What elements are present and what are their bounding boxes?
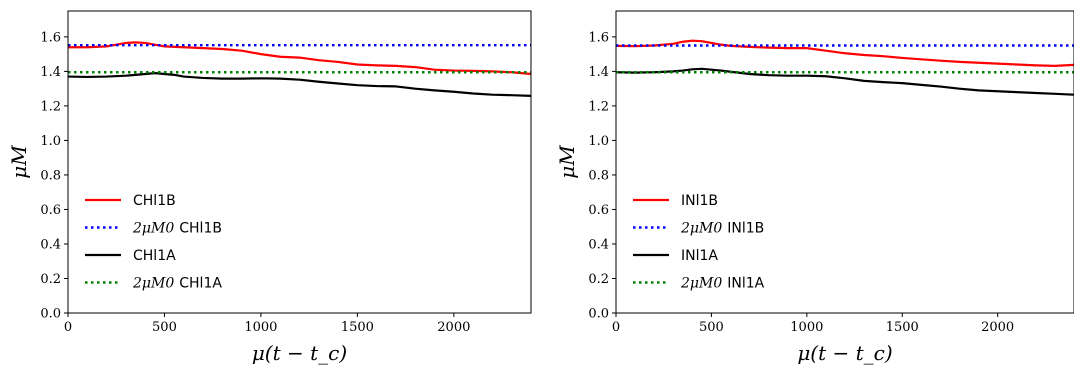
series-group: [616, 39, 1074, 96]
y-tick-label: 0.8: [588, 168, 609, 183]
legend-label: 2μM0 CHl1A: [132, 276, 222, 292]
legend-math: 2μM0: [132, 221, 174, 237]
y-tick-label: 1.0: [40, 134, 61, 149]
y-tick-label: 0.2: [588, 272, 609, 287]
legend-math: 2μM0: [132, 276, 174, 292]
x-tick-label: 1500: [341, 320, 374, 335]
legend-text: CHl1B: [179, 221, 222, 237]
y-tick-label: 1.4: [588, 65, 609, 80]
legend-math: 2μM0: [680, 276, 722, 292]
x-tick-label: 1000: [244, 320, 277, 335]
legend-item: INl1B: [633, 193, 718, 209]
x-tick-label: 0: [612, 320, 620, 335]
y-tick-label: 1.2: [588, 99, 609, 114]
legend-label: CHl1B: [133, 193, 176, 209]
x-tick-label: 1000: [790, 320, 823, 335]
y-tick-label: 0.6: [40, 203, 61, 218]
y-tick-label: 0.8: [40, 168, 61, 183]
y-tick-label: 1.2: [40, 99, 61, 114]
y-tick-label: 1.6: [40, 30, 61, 45]
x-axis-label: μ(t − t_c): [252, 341, 347, 365]
series-group: [68, 41, 531, 98]
series-line-inl1a: [616, 67, 1074, 96]
y-tick-label: 0.4: [588, 237, 609, 252]
x-axis-label: μ(t − t_c): [797, 341, 892, 365]
legend-item: 2μM0 CHl1B: [85, 221, 222, 237]
x-tick-label: 0: [64, 320, 72, 335]
legend-item: CHl1B: [85, 193, 176, 209]
series-line-chl1a: [68, 72, 531, 98]
x-tick-label: 500: [152, 320, 177, 335]
legend-text: CHl1A: [179, 276, 222, 292]
legend-item: 2μM0 CHl1A: [85, 276, 222, 292]
legend-text: INl1A: [727, 276, 764, 292]
y-axis-label: μM: [555, 145, 579, 179]
series-line-chl1b: [68, 41, 531, 76]
y-tick-label: 1.0: [588, 134, 609, 149]
x-tick-label: 1500: [886, 320, 919, 335]
legend-label: 2μM0 INl1A: [680, 276, 765, 292]
legend: INl1B 2μM0 INl1B INl1A 2μM0 INl1A: [633, 193, 765, 292]
legend-label: 2μM0 CHl1B: [132, 221, 222, 237]
legend-item: 2μM0 INl1B: [633, 221, 764, 237]
legend-label: 2μM0 INl1B: [680, 221, 764, 237]
legend-label: CHl1A: [133, 248, 176, 264]
x-tick-label: 500: [699, 320, 724, 335]
x-tick-label: 2000: [981, 320, 1014, 335]
y-tick-label: 0.0: [40, 307, 61, 322]
y-tick-label: 0.2: [40, 272, 61, 287]
chart-panel-right: 0 500 1000 1500 2000 0.0 0.2 0.4 0.6 0.8 1.0 1.2 1.4…: [555, 10, 1074, 365]
plot-frame: [67, 10, 532, 314]
series-line-inl1b: [616, 39, 1074, 67]
y-tick-label: 0.0: [588, 307, 609, 322]
legend-math: 2μM0: [680, 221, 722, 237]
legend-text: INl1B: [727, 221, 764, 237]
legend-item: 2μM0 INl1A: [633, 276, 765, 292]
legend-item: CHl1A: [85, 248, 176, 264]
y-axis-label: μM: [7, 145, 31, 179]
legend-label: INl1A: [681, 248, 718, 264]
legend-label: INl1B: [681, 193, 718, 209]
legend-item: INl1A: [633, 248, 718, 264]
y-tick-label: 0.6: [588, 203, 609, 218]
plot-frame: [615, 10, 1074, 314]
y-tick-label: 0.4: [40, 237, 61, 252]
y-tick-label: 1.6: [588, 30, 609, 45]
x-tick-label: 2000: [437, 320, 470, 335]
chart-panel-left: 0 500 1000 1500 2000 0.0 0.2 0.4 0.6 0.8 1.0 1.2 1.4…: [7, 10, 532, 365]
y-tick-label: 1.4: [40, 65, 61, 80]
